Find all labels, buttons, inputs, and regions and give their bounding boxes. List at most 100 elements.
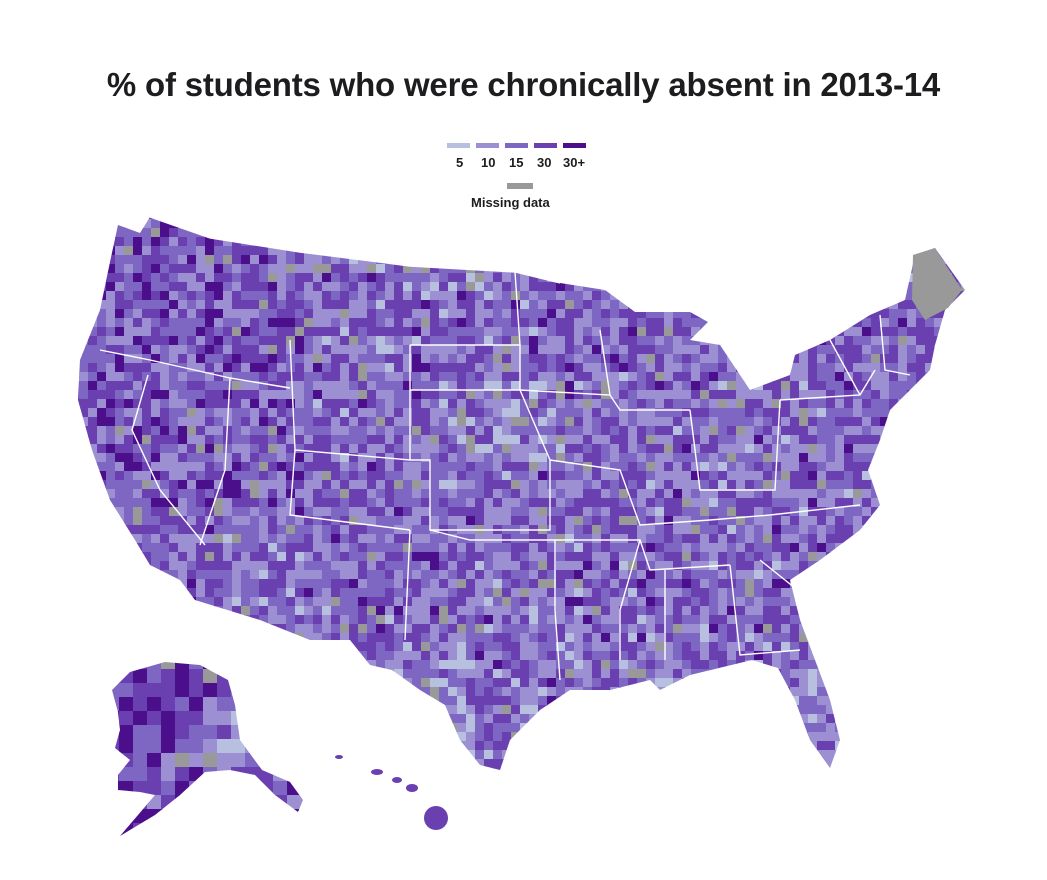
county-tile [673, 372, 683, 382]
county-tile [709, 300, 719, 310]
county-tile [799, 417, 809, 427]
county-tile [331, 462, 341, 472]
county-tile [160, 624, 170, 634]
county-tile [547, 255, 557, 265]
county-tile [466, 417, 476, 427]
county-tile [331, 363, 341, 373]
county-tile [151, 417, 161, 427]
county-tile [88, 363, 98, 373]
county-tile [502, 399, 512, 409]
county-tile [844, 217, 854, 220]
county-tile [331, 408, 341, 418]
county-tile [970, 237, 980, 247]
county-tile [457, 426, 467, 436]
county-tile [754, 345, 764, 355]
county-tile [268, 417, 278, 427]
county-tile [457, 444, 467, 454]
county-tile [331, 615, 341, 625]
county-tile [889, 309, 899, 319]
county-tile [952, 642, 962, 652]
county-tile [502, 489, 512, 499]
county-tile [385, 507, 395, 517]
county-tile [817, 462, 827, 472]
county-tile [628, 381, 638, 391]
county-tile [718, 273, 728, 283]
county-tile [214, 606, 224, 616]
county-tile [565, 309, 575, 319]
county-tile [628, 471, 638, 481]
county-tile [565, 570, 575, 580]
county-tile [781, 390, 791, 400]
county-tile [637, 426, 647, 436]
county-tile [196, 561, 206, 571]
county-tile [682, 264, 692, 274]
county-tile [124, 552, 134, 562]
county-tile [421, 282, 431, 292]
county-tile [403, 219, 413, 229]
county-tile [448, 588, 458, 598]
county-tile [88, 273, 98, 283]
county-tile [925, 219, 935, 229]
county-tile [466, 282, 476, 292]
county-tile [97, 318, 107, 328]
county-tile [646, 525, 656, 535]
county-tile [637, 237, 647, 247]
county-tile [817, 291, 827, 301]
county-tile [403, 444, 413, 454]
county-tile [322, 336, 332, 346]
county-tile [529, 363, 539, 373]
county-tile [871, 597, 881, 607]
county-tile [673, 390, 683, 400]
county-tile [727, 217, 737, 220]
county-tile [223, 471, 233, 481]
county-tile [637, 543, 647, 553]
county-tile [304, 273, 314, 283]
county-tile [844, 291, 854, 301]
county-tile [295, 282, 305, 292]
county-tile [673, 588, 683, 598]
county-tile [367, 426, 377, 436]
county-tile [529, 561, 539, 571]
county-tile [169, 417, 179, 427]
county-tile [817, 381, 827, 391]
county-tile [322, 516, 332, 526]
county-tile [628, 525, 638, 535]
county-tile [448, 498, 458, 508]
county-tile [214, 228, 224, 238]
county-tile [673, 525, 683, 535]
county-tile [133, 273, 143, 283]
county-tile [493, 336, 503, 346]
county-tile [241, 516, 251, 526]
county-tile [520, 309, 530, 319]
county-tile [304, 318, 314, 328]
county-tile [718, 363, 728, 373]
county-tile [268, 336, 278, 346]
county-tile [78, 282, 80, 292]
county-tile [943, 543, 953, 553]
county-tile [439, 318, 449, 328]
county-tile [115, 462, 125, 472]
county-tile [961, 219, 965, 229]
county-tile [151, 273, 161, 283]
county-tile [736, 633, 746, 643]
county-tile [349, 471, 359, 481]
county-tile [763, 471, 773, 481]
county-tile [250, 525, 260, 535]
county-tile [349, 444, 359, 454]
county-tile [745, 489, 755, 499]
county-tile [385, 217, 395, 220]
county-tile [853, 543, 863, 553]
county-tile [592, 291, 602, 301]
county-tile [763, 462, 773, 472]
county-tile [673, 615, 683, 625]
county-tile [916, 552, 926, 562]
county-tile [214, 237, 224, 247]
county-tile [142, 381, 152, 391]
county-tile [475, 217, 485, 220]
county-tile [178, 264, 188, 274]
county-tile [943, 363, 953, 373]
county-tile [610, 237, 620, 247]
county-tile [727, 390, 737, 400]
county-tile [565, 217, 575, 220]
county-tile [925, 516, 935, 526]
